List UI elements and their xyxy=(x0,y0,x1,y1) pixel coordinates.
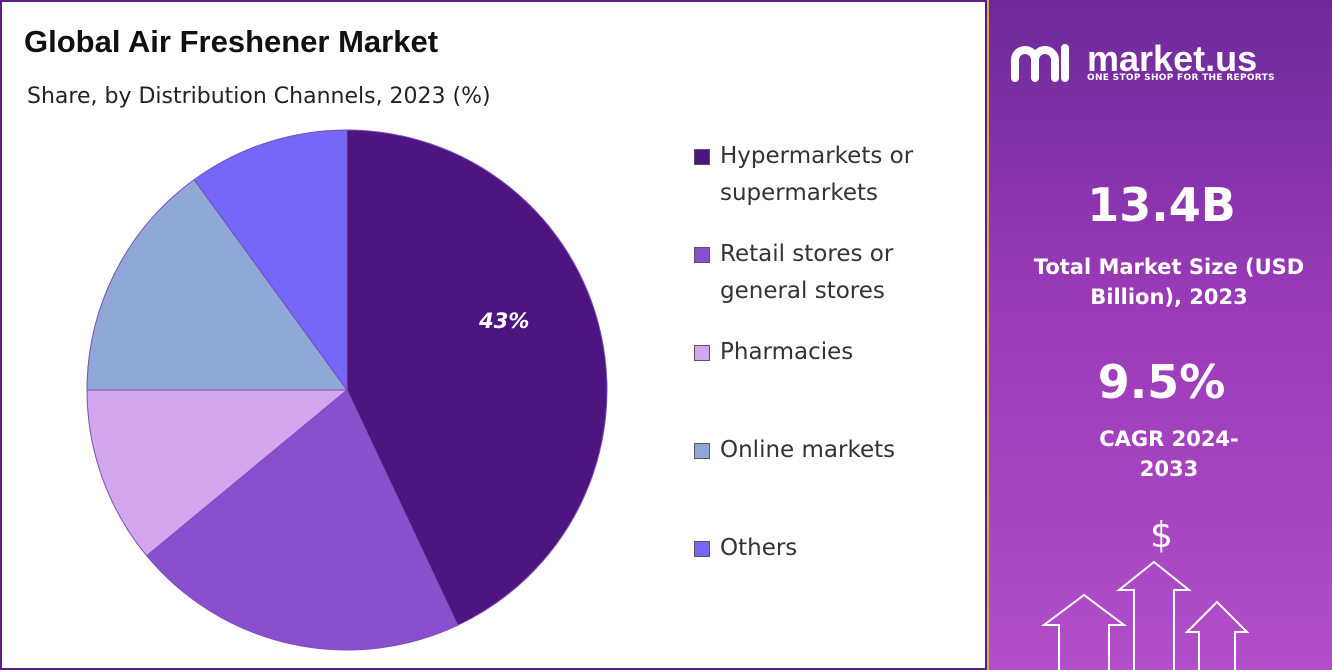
legend-label: Pharmacies xyxy=(720,339,854,365)
chart-area: Global Air Freshener Market Share, by Di… xyxy=(0,0,987,670)
legend-swatch xyxy=(694,345,710,361)
pie-slice xyxy=(145,389,459,651)
pie-slice xyxy=(193,129,348,392)
legend-item: Others xyxy=(694,530,944,567)
arrows-decoration xyxy=(1041,560,1250,670)
cagr-label: CAGR 2024-2033 xyxy=(1099,427,1239,481)
legend-label: Retail stores or general stores xyxy=(720,241,894,304)
legend-item: Online markets xyxy=(694,432,944,469)
legend-label: Online markets xyxy=(720,437,896,463)
market-size-label: Total Market Size (USD Billion), 2023 xyxy=(1033,255,1305,309)
chart-subtitle: Share, by Distribution Channels, 2023 (%… xyxy=(27,84,491,109)
legend-swatch xyxy=(694,541,710,557)
summary-panel: market.us ONE STOP SHOP FOR THE REPORTS … xyxy=(987,0,1332,670)
logo-icon xyxy=(1011,44,1069,82)
legend-item: Retail stores or general stores xyxy=(694,236,944,310)
pie-slice xyxy=(346,129,608,626)
legend-label: Hypermarkets or supermarkets xyxy=(720,143,914,206)
logo-text: market.us xyxy=(1087,38,1258,79)
market-size: 13.4B xyxy=(1087,178,1236,232)
chart-title: Global Air Freshener Market xyxy=(24,24,439,59)
legend-item: Pharmacies xyxy=(694,334,944,371)
legend-item: Hypermarkets or supermarkets xyxy=(694,138,944,212)
dollar-icon: $ xyxy=(1150,515,1173,556)
logo-tagline: ONE STOP SHOP FOR THE REPORTS xyxy=(1087,73,1275,83)
legend-swatch xyxy=(694,149,710,165)
pie-slice xyxy=(86,178,348,391)
legend-swatch xyxy=(694,443,710,459)
pie-slice xyxy=(86,389,349,557)
cagr-value: 9.5% xyxy=(1097,355,1226,409)
data-label: 43% xyxy=(478,309,529,333)
legend-swatch xyxy=(694,247,710,263)
pie-chart: 43% xyxy=(86,129,608,651)
legend-label: Others xyxy=(720,535,798,561)
